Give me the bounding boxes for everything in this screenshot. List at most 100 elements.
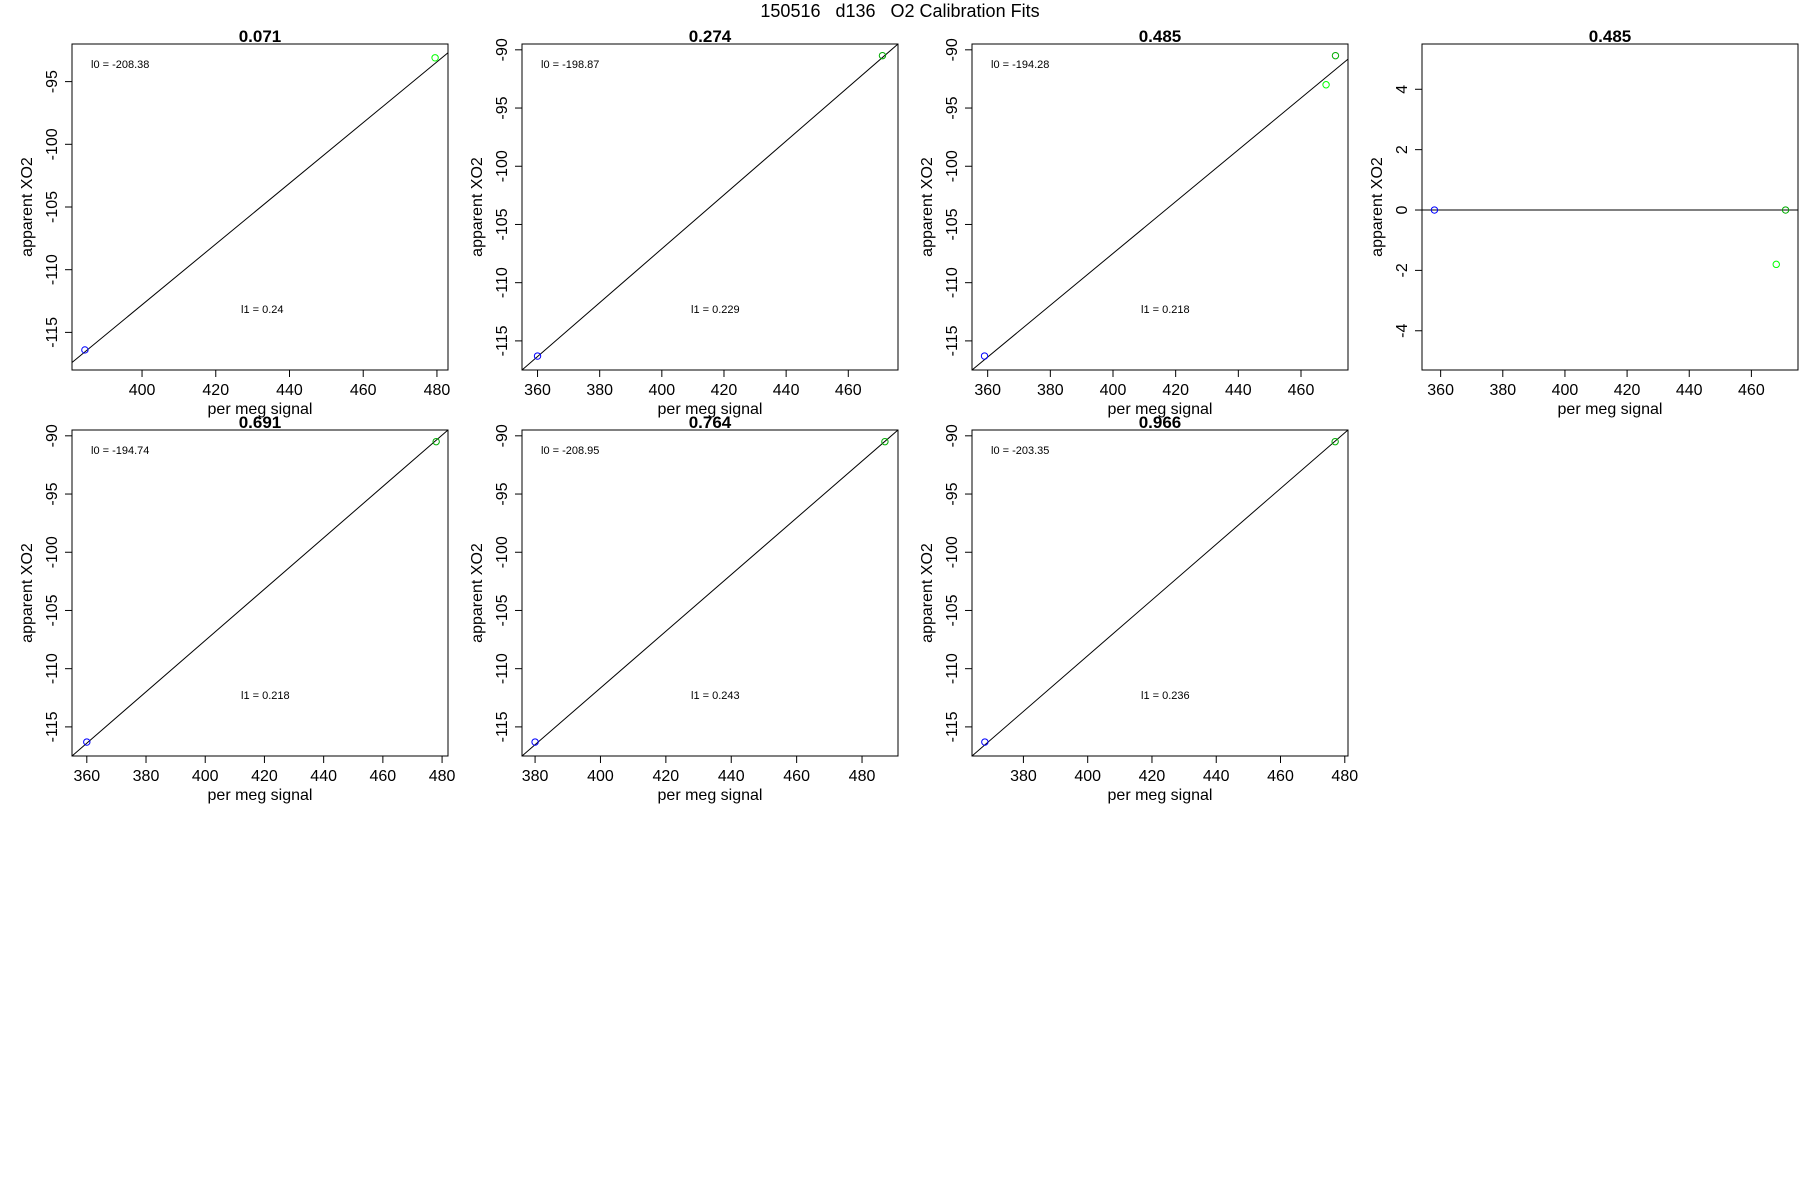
panel-1: 0.071 400 420 440 460 480 -95 -100 -105 -110 -115 p… bbox=[19, 27, 450, 418]
x-tick-label: 440 bbox=[1676, 382, 1703, 399]
x-tick-label: 440 bbox=[718, 768, 745, 785]
y-axis-label: apparent XO2 bbox=[19, 157, 36, 257]
panel-title: 0.274 bbox=[689, 27, 732, 46]
fit-line bbox=[72, 52, 448, 363]
x-tick-label: 460 bbox=[835, 382, 862, 399]
plot-area bbox=[522, 430, 898, 756]
y-tick-label: -100 bbox=[494, 150, 511, 182]
data-point bbox=[1331, 437, 1339, 446]
plot-frame bbox=[971, 429, 1349, 757]
x-tick-label: 420 bbox=[1614, 382, 1641, 399]
data-point bbox=[1331, 51, 1340, 60]
x-axis-label: per meg signal bbox=[658, 401, 763, 418]
y-tick-label: -105 bbox=[44, 191, 61, 223]
x-tick-label: 440 bbox=[276, 382, 303, 399]
x-tick-label: 380 bbox=[1489, 382, 1516, 399]
x-tick-label: 440 bbox=[1225, 382, 1252, 399]
x-tick-label: 460 bbox=[1267, 768, 1294, 785]
data-point bbox=[533, 352, 542, 360]
x-tick-label: 440 bbox=[773, 382, 800, 399]
y-tick-label: 2 bbox=[1394, 145, 1411, 154]
x-tick-label: 480 bbox=[849, 768, 876, 785]
y-tick-label: 0 bbox=[1394, 205, 1411, 214]
y-tick-label: -105 bbox=[494, 208, 511, 240]
y-tick-label: -100 bbox=[494, 536, 511, 568]
y-axis-label: apparent XO2 bbox=[469, 543, 486, 643]
y-axis-label: apparent XO2 bbox=[919, 157, 936, 257]
x-tick-label: 360 bbox=[73, 768, 100, 785]
y-tick-label: -105 bbox=[944, 594, 961, 626]
x-tick-label: 400 bbox=[129, 382, 156, 399]
data-point bbox=[83, 738, 91, 746]
data-point bbox=[531, 738, 539, 746]
y-tick-label: -2 bbox=[1394, 263, 1411, 277]
panel-title: 0.485 bbox=[1589, 27, 1632, 46]
x-tick-label: 400 bbox=[1100, 382, 1127, 399]
x-axis-label: per meg signal bbox=[208, 787, 313, 804]
x-tick-label: 460 bbox=[370, 768, 397, 785]
y-tick-label: -100 bbox=[944, 536, 961, 568]
y-axis-label: apparent XO2 bbox=[19, 543, 36, 643]
panel-title: 0.966 bbox=[1139, 413, 1182, 432]
data-point bbox=[1430, 206, 1439, 214]
y-tick-label: -115 bbox=[494, 325, 511, 356]
x-tick-label: 360 bbox=[1427, 382, 1454, 399]
annotation-l0: l0 = -208.38 bbox=[91, 59, 149, 71]
y-tick-label: -115 bbox=[944, 325, 961, 356]
x-tick-label: 380 bbox=[1037, 382, 1064, 399]
y-tick-label: -90 bbox=[944, 38, 961, 61]
y-tick-label: -90 bbox=[944, 424, 961, 447]
x-tick-label: 400 bbox=[587, 768, 614, 785]
y-axis-label: apparent XO2 bbox=[1369, 157, 1386, 257]
y-tick-label: -100 bbox=[44, 536, 61, 568]
panel-6: 0.764 380 400 420 440 460 480 -90 -95 -100 -105 -11… bbox=[469, 413, 899, 804]
plot-area bbox=[972, 430, 1348, 756]
y-tick-label: -90 bbox=[44, 424, 61, 447]
x-tick-label: 420 bbox=[1139, 768, 1166, 785]
x-tick-label: 460 bbox=[783, 768, 810, 785]
x-tick-label: 420 bbox=[251, 768, 278, 785]
x-tick-label: 460 bbox=[350, 382, 377, 399]
x-axis-label: per meg signal bbox=[1108, 787, 1213, 804]
x-tick-label: 400 bbox=[192, 768, 219, 785]
y-tick-label: -110 bbox=[944, 267, 961, 298]
y-tick-label: -110 bbox=[944, 653, 961, 684]
plot-area bbox=[522, 44, 898, 370]
x-axis-label: per meg signal bbox=[1108, 401, 1213, 418]
x-tick-label: 460 bbox=[1288, 382, 1315, 399]
y-tick-label: -100 bbox=[944, 150, 961, 182]
fit-line bbox=[72, 430, 448, 756]
data-point bbox=[1781, 206, 1790, 214]
y-tick-label: -90 bbox=[494, 38, 511, 61]
y-tick-label: -95 bbox=[44, 70, 61, 93]
x-tick-label: 460 bbox=[1738, 382, 1765, 399]
y-tick-label: 4 bbox=[1394, 85, 1411, 94]
plot-area bbox=[1422, 206, 1798, 269]
panel-title: 0.764 bbox=[689, 413, 732, 432]
panel-5: 0.691 360 380 400 420 440 460 480 -90 -95 -100 -105… bbox=[19, 413, 456, 804]
y-tick-label: -100 bbox=[44, 128, 61, 160]
figure-title: 150516 d136 O2 Calibration Fits bbox=[760, 1, 1040, 21]
plot-area bbox=[72, 430, 448, 756]
y-tick-label: -105 bbox=[494, 594, 511, 626]
fit-line bbox=[522, 44, 898, 370]
annotation-l1: l1 = 0.218 bbox=[1141, 304, 1190, 316]
annotation-l0: l0 = -203.35 bbox=[991, 445, 1049, 457]
x-tick-label: 380 bbox=[133, 768, 160, 785]
y-tick-label: -110 bbox=[44, 254, 61, 285]
x-tick-label: 380 bbox=[1010, 768, 1037, 785]
y-tick-label: -105 bbox=[44, 594, 61, 626]
fit-line bbox=[972, 58, 1348, 370]
plot-frame bbox=[521, 429, 899, 757]
data-point bbox=[1772, 260, 1780, 269]
plot-frame bbox=[1421, 43, 1799, 371]
y-tick-label: -95 bbox=[944, 96, 961, 119]
data-point bbox=[431, 54, 439, 62]
x-tick-label: 400 bbox=[648, 382, 675, 399]
y-tick-label: -95 bbox=[494, 96, 511, 119]
annotation-l0: l0 = -198.87 bbox=[541, 59, 599, 71]
x-tick-label: 420 bbox=[1162, 382, 1189, 399]
x-tick-label: 380 bbox=[586, 382, 613, 399]
